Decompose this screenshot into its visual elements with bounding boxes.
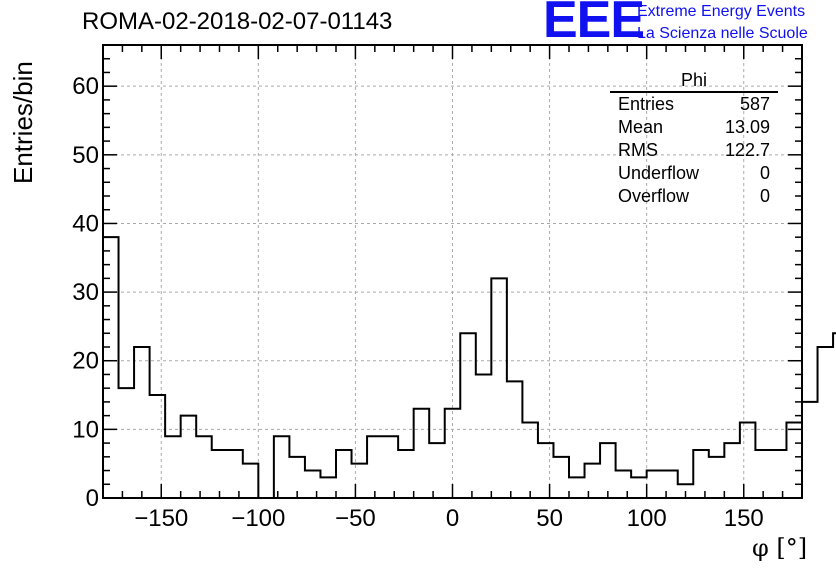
stats-label: Overflow bbox=[618, 186, 690, 206]
stats-label: Mean bbox=[618, 117, 664, 137]
y-tick-labels: 0 10 20 30 40 50 60 bbox=[72, 73, 99, 512]
stats-value: 0 bbox=[759, 163, 770, 183]
y-tick-label: 50 bbox=[72, 142, 99, 169]
stats-value: 13.09 bbox=[724, 117, 770, 137]
histogram-line bbox=[102, 236, 836, 499]
stats-title: Phi bbox=[610, 70, 778, 93]
y-tick-label: 0 bbox=[86, 485, 99, 512]
stats-row-mean: Mean 13.09 bbox=[610, 116, 778, 139]
x-tick-label: −100 bbox=[231, 505, 285, 532]
y-tick-label: 40 bbox=[72, 210, 99, 237]
logo-line-1: Extreme Energy Events bbox=[637, 3, 806, 20]
y-tick-label: 10 bbox=[72, 416, 99, 443]
grid-lines bbox=[103, 45, 802, 499]
stats-row-entries: Entries 587 bbox=[610, 93, 778, 116]
x-tick-label: −150 bbox=[134, 505, 188, 532]
x-axis-label: φ [°] bbox=[752, 534, 808, 562]
x-tick-label: −50 bbox=[335, 505, 376, 532]
x-tick-labels: −150 −100 −50 0 50 100 150 bbox=[134, 505, 764, 532]
x-tick-label: 150 bbox=[724, 505, 764, 532]
stats-value: 587 bbox=[739, 94, 770, 114]
logo-line-2: La Scienza nelle Scuole bbox=[637, 25, 808, 42]
y-tick-label: 30 bbox=[72, 279, 99, 306]
stats-row-underflow: Underflow 0 bbox=[610, 162, 778, 185]
axis-ticks bbox=[102, 44, 803, 499]
x-tick-label: 50 bbox=[536, 505, 563, 532]
stats-label: Underflow bbox=[618, 163, 700, 183]
stats-box: Phi Entries 587 Mean 13.09 RMS 122.7 Und… bbox=[610, 70, 778, 208]
stats-label: RMS bbox=[618, 140, 658, 160]
chart-title: ROMA-02-2018-02-07-01143 bbox=[82, 8, 393, 35]
stats-label: Entries bbox=[618, 94, 675, 114]
x-tick-label: 0 bbox=[446, 505, 459, 532]
stats-row-rms: RMS 122.7 bbox=[610, 139, 778, 162]
stats-value: 0 bbox=[759, 186, 770, 206]
x-tick-label: 100 bbox=[627, 505, 667, 532]
eee-logo-mark: EEE bbox=[543, 0, 645, 49]
y-axis-label: Entries/bin bbox=[8, 61, 38, 184]
stats-row-overflow: Overflow 0 bbox=[610, 185, 778, 208]
y-tick-label: 20 bbox=[72, 348, 99, 375]
y-tick-label: 60 bbox=[72, 73, 99, 100]
stats-value: 122.7 bbox=[724, 140, 770, 160]
